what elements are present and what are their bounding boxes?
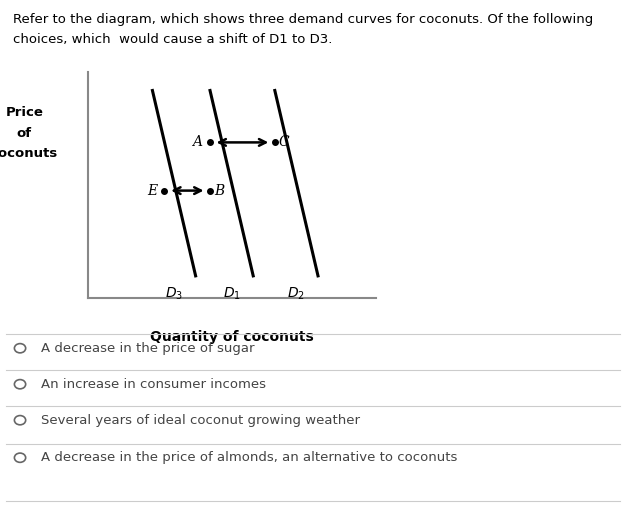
Text: $D_3$: $D_3$ <box>165 285 183 302</box>
Text: C: C <box>279 135 289 150</box>
Text: Several years of ideal coconut growing weather: Several years of ideal coconut growing w… <box>41 414 360 427</box>
Text: coconuts: coconuts <box>0 147 58 160</box>
Text: An increase in consumer incomes: An increase in consumer incomes <box>41 378 265 391</box>
Text: $D_1$: $D_1$ <box>223 285 240 302</box>
Text: A decrease in the price of almonds, an alternative to coconuts: A decrease in the price of almonds, an a… <box>41 451 457 464</box>
Text: choices, which  would cause a shift of D1 to D3.: choices, which would cause a shift of D1… <box>13 33 332 46</box>
Text: Quantity of coconuts: Quantity of coconuts <box>150 330 314 344</box>
Text: B: B <box>214 183 224 197</box>
Text: Refer to the diagram, which shows three demand curves for coconuts. Of the follo: Refer to the diagram, which shows three … <box>13 13 593 26</box>
Text: A decrease in the price of sugar: A decrease in the price of sugar <box>41 342 254 355</box>
Text: A: A <box>192 135 202 150</box>
Text: Price: Price <box>6 106 43 119</box>
Text: $D_2$: $D_2$ <box>287 285 305 302</box>
Text: E: E <box>147 183 158 197</box>
Text: of: of <box>17 126 32 139</box>
